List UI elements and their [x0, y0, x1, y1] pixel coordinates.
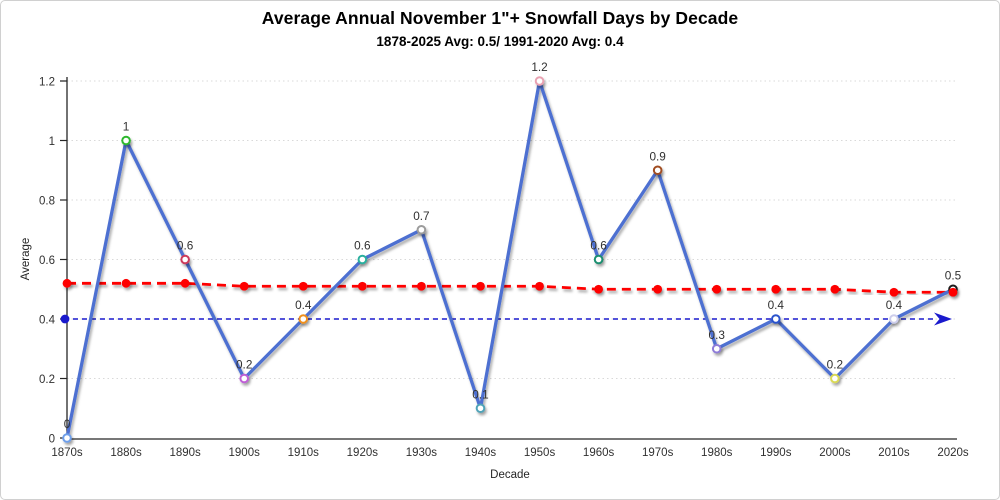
- data-point: [771, 314, 781, 324]
- trend-line: [67, 281, 953, 294]
- page-title: Average Annual November 1"+ Snowfall Day…: [261, 8, 739, 28]
- y-tick-label: 1: [49, 136, 55, 148]
- x-tick-label: 1900s: [229, 447, 261, 459]
- data-point: [652, 165, 663, 176]
- data-point: [475, 403, 486, 414]
- data-label: 0.4: [886, 298, 903, 312]
- data-labels: 0 1 0.6 0.2 0.4 0.6 0.7 0.1 1.2 0.6 0.9 0.3 0.4 0.2 0.…: [64, 60, 962, 431]
- data-label: 1.2: [531, 60, 547, 74]
- x-tick-label: 1890s: [169, 447, 201, 459]
- x-tick-label: 2000s: [819, 447, 851, 459]
- data-point: [593, 254, 604, 265]
- data-points: [62, 76, 958, 443]
- trend-dot: [357, 281, 367, 291]
- data-label: 0.3: [709, 328, 726, 342]
- chart-subtitle: 1878-2025 Avg: 0.5/ 1991-2020 Avg: 0.4: [376, 34, 624, 49]
- data-point: [239, 373, 249, 384]
- data-label: 0.5: [945, 268, 962, 282]
- data-point: [711, 343, 722, 354]
- trend-dot: [298, 281, 308, 291]
- trend-dot: [535, 281, 544, 291]
- trend-dot: [62, 278, 72, 288]
- reference-line-markers: [60, 312, 952, 326]
- data-point: [416, 224, 427, 235]
- x-tick-label: 1970s: [642, 447, 674, 459]
- data-label: 0.1: [472, 387, 488, 401]
- x-tick-label: 2020s: [937, 447, 969, 459]
- x-tick-label: 1880s: [110, 447, 142, 459]
- data-label: 0.4: [295, 298, 312, 312]
- series-line: [65, 79, 955, 440]
- data-label: 0.9: [649, 149, 665, 163]
- x-tick-label: 1950s: [524, 447, 556, 459]
- arrow-right-icon: [934, 312, 952, 326]
- data-label: 0.6: [590, 239, 607, 253]
- x-tick-label: 2010s: [878, 447, 910, 459]
- y-tick-label: 0.2: [39, 374, 55, 386]
- data-label: 0.6: [354, 239, 371, 253]
- data-point: [180, 254, 190, 265]
- data-label: 1: [123, 120, 130, 134]
- trend-dot: [771, 284, 781, 294]
- x-tick-label: 1940s: [465, 447, 497, 459]
- y-tick-label: 0.8: [39, 195, 55, 207]
- x-axis-title: Decade: [490, 469, 530, 481]
- y-tick-label: 0: [49, 433, 55, 445]
- trend-dots: [62, 278, 958, 297]
- x-tick-label: 1930s: [406, 447, 438, 459]
- trend-dot: [948, 287, 958, 297]
- x-tick-label: 1870s: [51, 447, 83, 459]
- trend-dot: [180, 278, 190, 288]
- data-label: 0.6: [177, 239, 194, 253]
- data-label: 0.7: [413, 209, 429, 223]
- y-tick-label: 0.4: [39, 314, 56, 326]
- data-label: 0: [64, 417, 71, 431]
- y-tick-label: 0.6: [39, 255, 55, 267]
- x-tick-label: 1960s: [583, 447, 615, 459]
- data-label: 0.2: [236, 358, 252, 372]
- trend-dot: [594, 284, 603, 294]
- data-point: [534, 76, 545, 86]
- reference-start-dot: [60, 314, 70, 324]
- data-point: [298, 314, 309, 324]
- trend-dot: [239, 281, 249, 291]
- trend-dot: [653, 284, 663, 294]
- tick-labels: 0 0.2 0.4 0.6 0.8 1 1.2 1870s 1880s 1890s 1900s 191…: [39, 76, 969, 459]
- trend-dot: [121, 278, 131, 288]
- x-tick-label: 1990s: [760, 447, 792, 459]
- data-point: [62, 433, 72, 443]
- x-tick-label: 1920s: [347, 447, 379, 459]
- y-tick-label: 1.2: [39, 76, 55, 88]
- trend-dot: [476, 281, 485, 291]
- data-point: [357, 254, 368, 265]
- data-label: 0.2: [827, 358, 843, 372]
- data-point: [830, 373, 840, 384]
- data-label: 0.4: [768, 298, 785, 312]
- trend-dot: [712, 284, 722, 294]
- trend-dot: [417, 281, 426, 291]
- x-tick-label: 1980s: [701, 447, 733, 459]
- data-point: [889, 314, 899, 324]
- x-tick-label: 1910s: [288, 447, 320, 459]
- trend-dot: [830, 284, 840, 294]
- trend-dot: [889, 287, 899, 297]
- data-point: [121, 135, 131, 146]
